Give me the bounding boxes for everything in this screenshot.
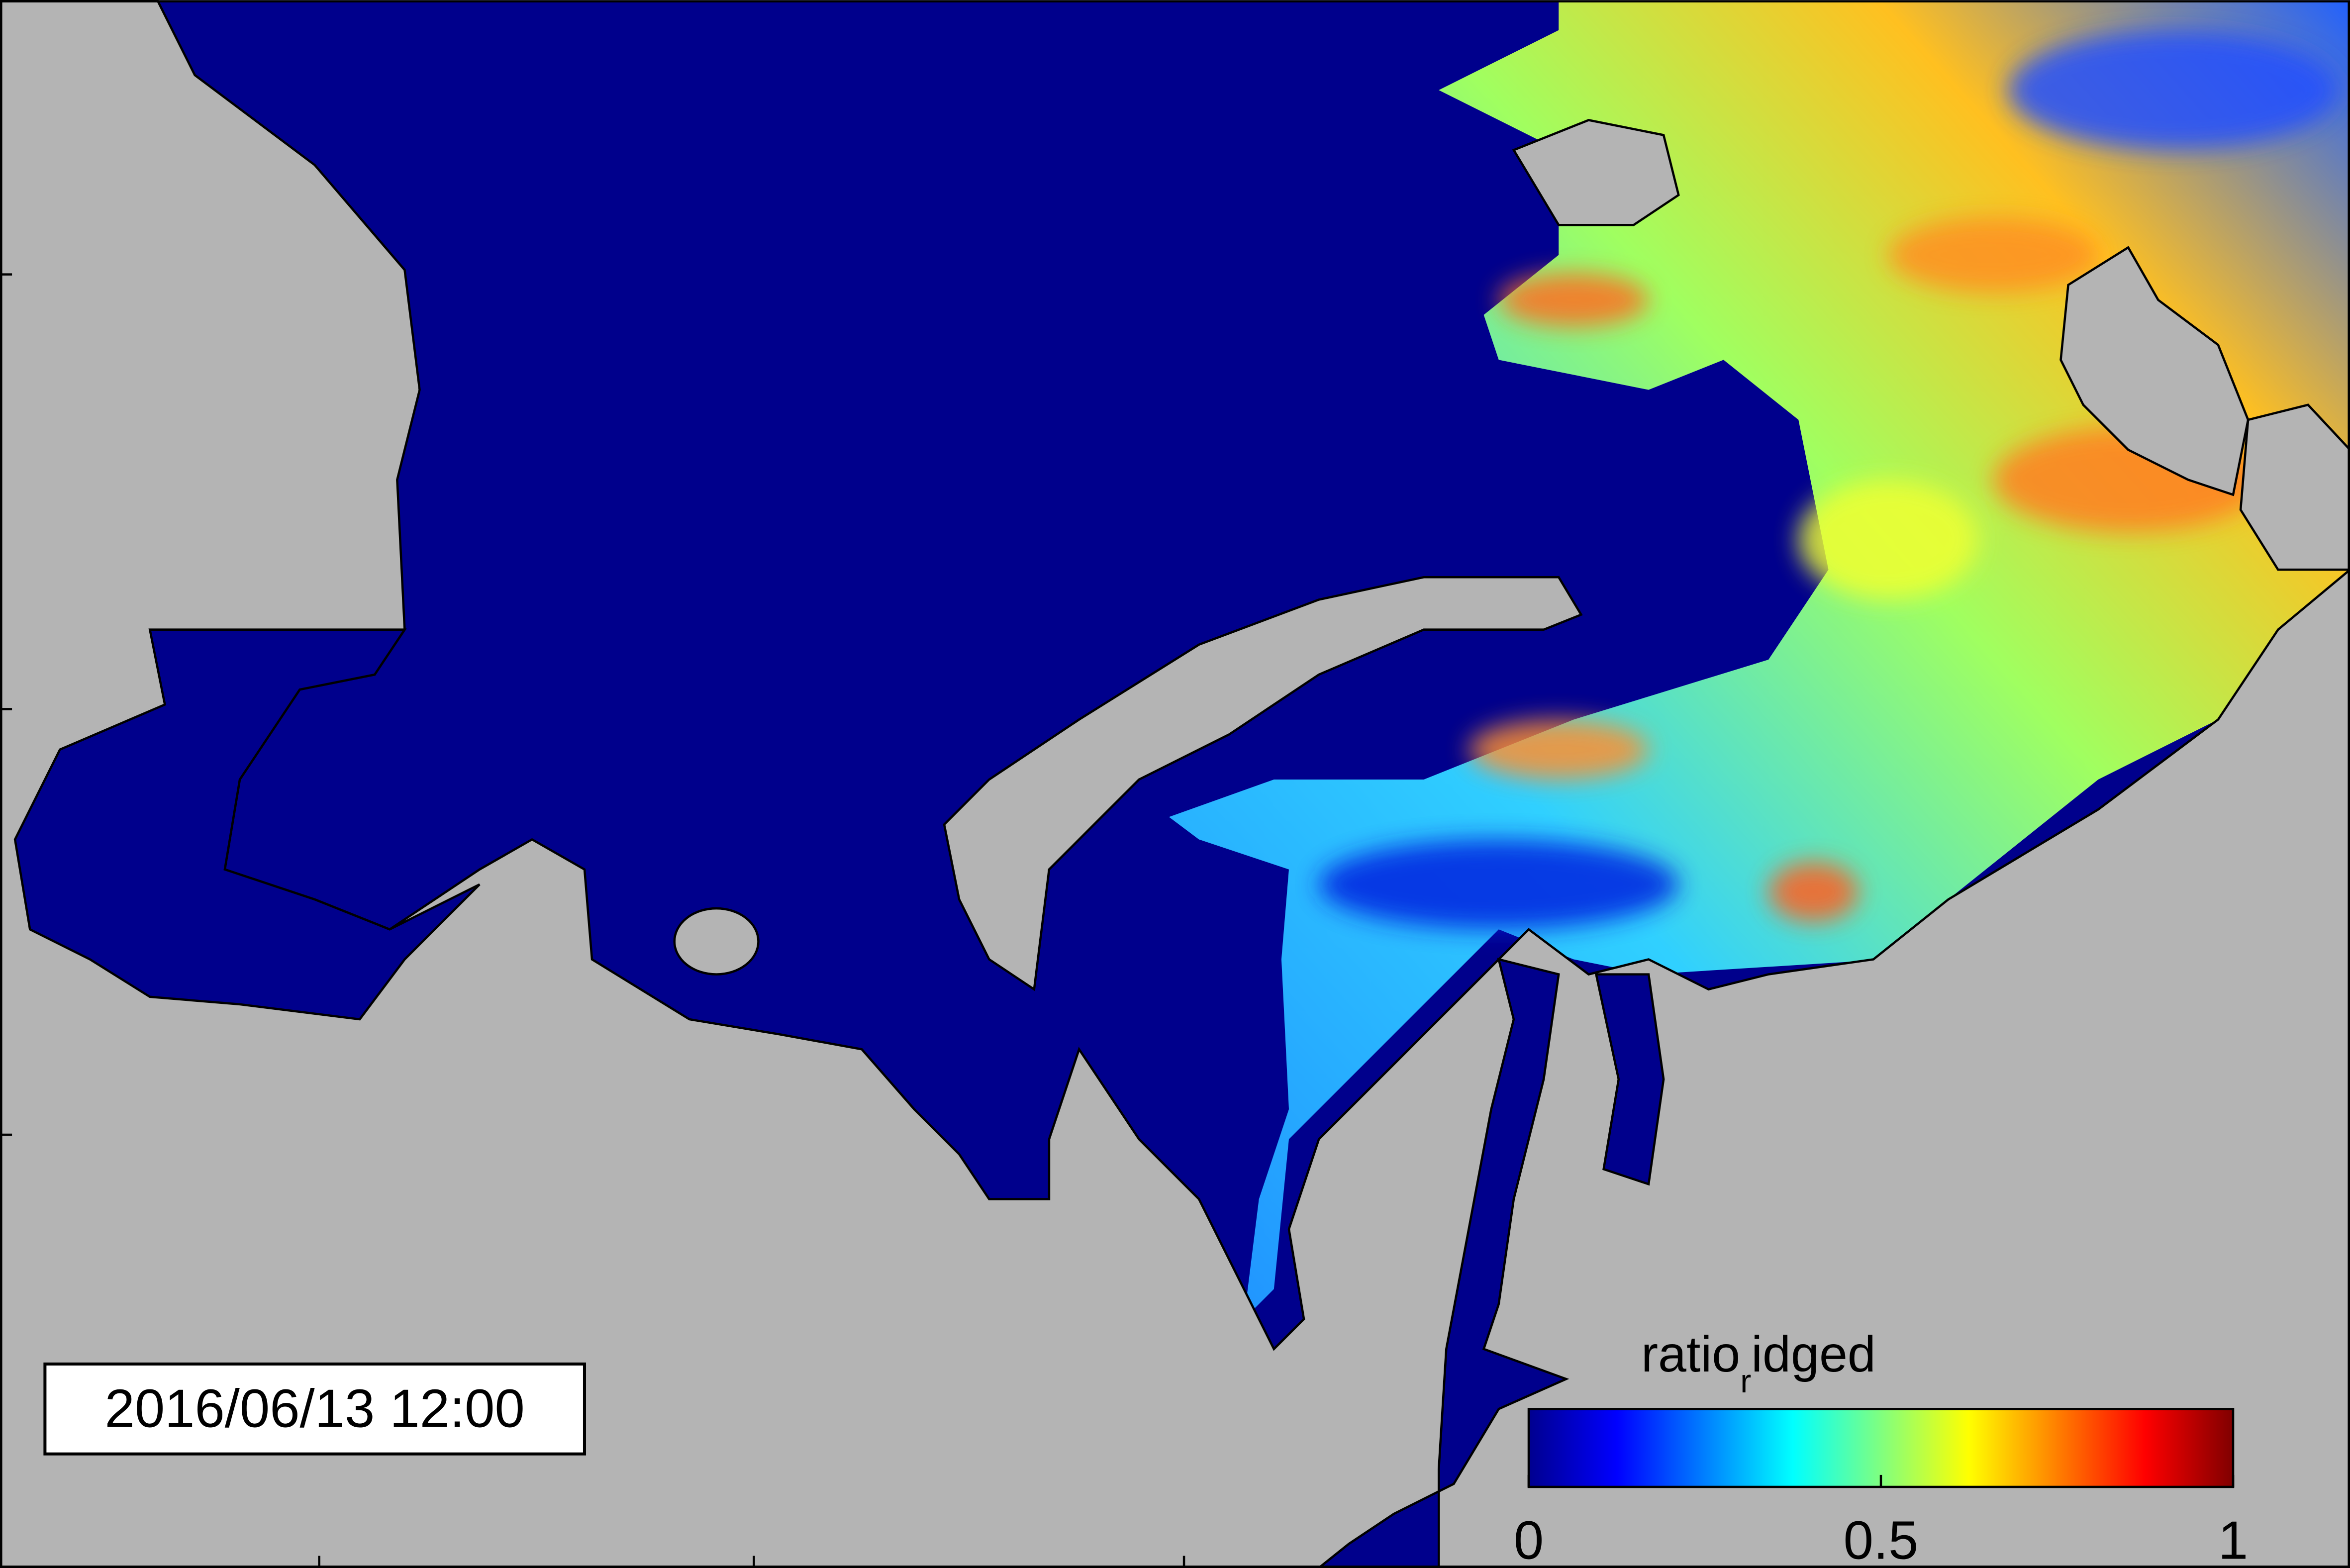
colorbar-tick-label: 1 bbox=[2218, 1510, 2248, 1568]
timestamp: 2016/06/13 12:00 bbox=[105, 1378, 525, 1438]
label-subscript: r bbox=[1740, 1363, 1751, 1400]
colorbar-label: ratioridged bbox=[1641, 1325, 1876, 1400]
label-base: ratio bbox=[1641, 1325, 1740, 1382]
label-rest: idged bbox=[1751, 1325, 1876, 1382]
colorbar: ratioridged 0 0.5 1 bbox=[1514, 1325, 2248, 1568]
sea-ice bbox=[1169, 0, 2350, 1319]
timestamp-box bbox=[43, 1362, 586, 1456]
colorbar-tick-label: 0 bbox=[1514, 1510, 1544, 1568]
colorbar-tick-label: 0.5 bbox=[1844, 1510, 1919, 1568]
